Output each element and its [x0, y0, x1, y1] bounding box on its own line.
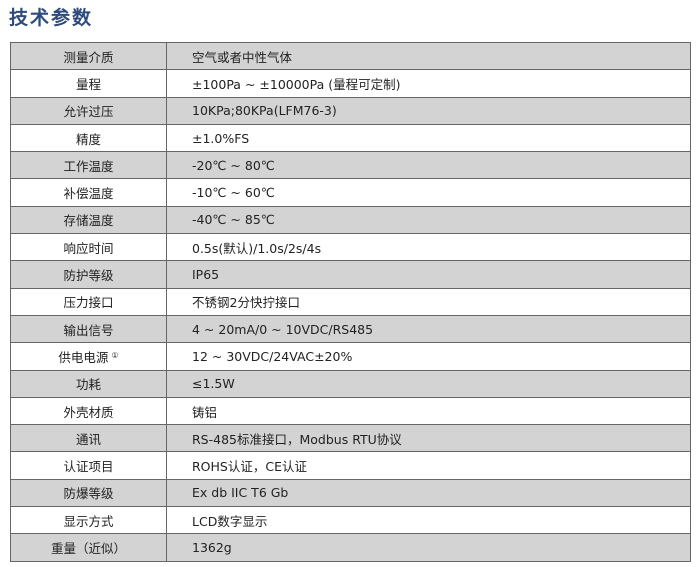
spec-label-text: 工作温度 — [63, 158, 114, 174]
spec-label: 通讯 — [10, 424, 167, 453]
spec-value: 空气或者中性气体 — [166, 41, 691, 71]
spec-value: ≤1.5W — [166, 369, 691, 398]
spec-value: 不锈钢2分快拧接口 — [166, 287, 691, 316]
spec-value: RS-485标准接口，Modbus RTU协议 — [166, 424, 691, 453]
spec-label: 量程 — [10, 69, 167, 98]
spec-label: 认证项目 — [10, 451, 167, 480]
spec-label-text: 防爆等级 — [63, 486, 114, 502]
spec-value: ROHS认证，CE认证 — [166, 451, 691, 480]
spec-label-text: 压力接口 — [63, 295, 114, 311]
spec-label-text: 输出信号 — [63, 322, 114, 338]
spec-label: 显示方式 — [10, 506, 167, 535]
spec-value: -20℃ ~ 80℃ — [166, 151, 691, 180]
spec-value: LCD数字显示 — [166, 506, 691, 535]
spec-label: 输出信号 — [10, 314, 167, 344]
footnote-marker: ① — [111, 350, 119, 360]
spec-value: 1362g — [166, 533, 691, 562]
table-row: 防护等级 IP65 — [10, 260, 691, 289]
table-row: 存储温度 -40℃ ~ 85℃ — [10, 205, 691, 235]
spec-label-text: 供电电源 — [58, 349, 109, 365]
spec-label-text: 存储温度 — [63, 213, 114, 229]
spec-label-text: 通讯 — [75, 431, 101, 447]
table-row: 工作温度 -20℃ ~ 80℃ — [10, 151, 691, 180]
spec-label: 外壳材质 — [10, 396, 167, 426]
table-row: 通讯 RS-485标准接口，Modbus RTU协议 — [10, 424, 691, 453]
spec-label-text: 显示方式 — [63, 513, 114, 529]
spec-label-text: 补偿温度 — [63, 186, 114, 202]
spec-label: 功耗 — [10, 369, 167, 398]
spec-label: 测量介质 — [10, 41, 167, 71]
spec-label-text: 测量介质 — [63, 49, 114, 65]
table-row: 外壳材质 铸铝 — [10, 396, 691, 426]
spec-label: 允许过压 — [10, 96, 167, 125]
spec-value: 4 ~ 20mA/0 ~ 10VDC/RS485 — [166, 314, 691, 344]
table-row: 量程 ±100Pa ~ ±10000Pa (量程可定制) — [10, 69, 691, 98]
table-row: 认证项目 ROHS认证，CE认证 — [10, 451, 691, 480]
table-row: 功耗 ≤1.5W — [10, 369, 691, 398]
spec-table: 测量介质 空气或者中性气体 量程 ±100Pa ~ ±10000Pa (量程可定制) 允… — [10, 41, 691, 562]
table-row: 输出信号 4 ~ 20mA/0 ~ 10VDC/RS485 — [10, 314, 691, 344]
spec-value: ±100Pa ~ ±10000Pa (量程可定制) — [166, 69, 691, 98]
spec-label-text: 防护等级 — [63, 268, 114, 284]
spec-label-text: 精度 — [75, 131, 101, 147]
spec-value: Ex db IIC T6 Gb — [166, 478, 691, 508]
spec-value: 10KPa;80KPa(LFM76-3) — [166, 96, 691, 125]
spec-label: 工作温度 — [10, 151, 167, 180]
spec-value: 0.5s(默认)/1.0s/2s/4s — [166, 233, 691, 262]
spec-label-text: 量程 — [75, 76, 101, 92]
spec-label: 防爆等级 — [10, 478, 167, 508]
spec-value: 12 ~ 30VDC/24VAC±20% — [166, 342, 691, 371]
table-row: 显示方式 LCD数字显示 — [10, 506, 691, 535]
table-row: 压力接口 不锈钢2分快拧接口 — [10, 287, 691, 316]
table-row: 精度 ±1.0%FS — [10, 123, 691, 153]
table-row: 响应时间 0.5s(默认)/1.0s/2s/4s — [10, 233, 691, 262]
spec-label: 压力接口 — [10, 287, 167, 316]
spec-label: 补偿温度 — [10, 178, 167, 207]
spec-label-text: 功耗 — [75, 377, 101, 393]
spec-label: 存储温度 — [10, 205, 167, 235]
table-row: 重量（近似） 1362g — [10, 533, 691, 562]
spec-value: ±1.0%FS — [166, 123, 691, 153]
spec-value: 铸铝 — [166, 396, 691, 426]
spec-value: IP65 — [166, 260, 691, 289]
table-row: 防爆等级 Ex db IIC T6 Gb — [10, 478, 691, 508]
table-row: 补偿温度 -10℃ ~ 60℃ — [10, 178, 691, 207]
spec-label-text: 重量（近似） — [50, 540, 126, 556]
table-row: 供电电源 ① 12 ~ 30VDC/24VAC±20% — [10, 342, 691, 371]
spec-value: -40℃ ~ 85℃ — [166, 205, 691, 235]
spec-label-text: 响应时间 — [63, 240, 114, 256]
spec-label-text: 允许过压 — [63, 104, 114, 120]
table-row: 测量介质 空气或者中性气体 — [10, 41, 691, 71]
spec-value: -10℃ ~ 60℃ — [166, 178, 691, 207]
table-row: 允许过压 10KPa;80KPa(LFM76-3) — [10, 96, 691, 125]
spec-label: 重量（近似） — [10, 533, 167, 562]
spec-label: 响应时间 — [10, 233, 167, 262]
spec-label: 防护等级 — [10, 260, 167, 289]
spec-label: 供电电源 ① — [10, 342, 167, 371]
section-title: 技术参数 — [9, 7, 94, 29]
spec-label: 精度 — [10, 123, 167, 153]
spec-label-text: 外壳材质 — [63, 404, 114, 420]
spec-label-text: 认证项目 — [63, 459, 114, 475]
